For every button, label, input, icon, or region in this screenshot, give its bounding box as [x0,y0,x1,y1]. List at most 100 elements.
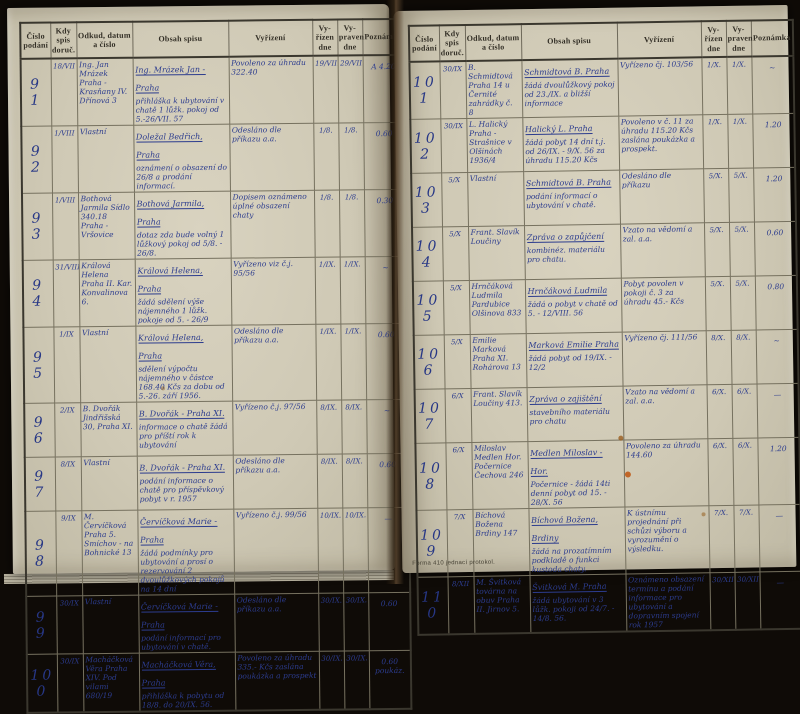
received-date: 5/X [441,172,469,227]
content-title: Králová Helena, Praha [137,265,203,295]
content-cell: Bothová Jarmila, Praha dotaz zda bude vol… [133,191,231,260]
dispatched-date: 6/X. [731,383,758,439]
dispatched-date: 8/IX. [341,399,367,455]
content-body: informace o chatě žádá pro příští rok k … [138,421,228,450]
received-date: 7/X [446,509,474,577]
resolved-date: 5/X. [703,168,729,223]
content-title: Schmidtová B. Praha [524,66,610,79]
resolved-date: 7/X. [708,505,735,573]
right-page: Číslo podání Kdy spis doruč. Odkud, datu… [393,4,800,636]
entry-number: 10 1 [409,61,441,120]
content-body: stavebního materiálu pro chatu [529,406,610,427]
resolved-date: 6/X. [707,438,734,506]
dispatched-date: 7/X. [733,504,760,573]
resolved-date: 8/IX. [316,454,343,509]
right-header-row: Číslo podání Kdy spis doruč. Odkud, datu… [408,19,794,62]
col-header-dispatched: Vy- praven dne [725,20,753,57]
content-body: žádá o pobyt v chatě od 5. - 12/VIII. 56 [527,298,618,319]
col-header-resolved: Vy- řízen dne [312,19,338,56]
content-body: kombinéz. materiálu pro chatu. [526,244,606,265]
content-cell: Králová Helena, Praha žádá sdělení výše n… [134,258,232,327]
ledger-row: 9 7 8/IX Vlastní B. Dvořák - Praha XI. po… [24,453,410,512]
content-body: podání informací pro ubytování v chatě. [141,632,221,652]
col-header-note: Poznámka [750,19,794,57]
entry-number: 10 3 [411,172,443,228]
content-cell: Zpráva o zapůjčení kombinéz. materiálu pr… [523,224,621,280]
dispatched-date: 1/IX. [339,256,366,325]
resolution: Povoleno v č. 11 za úhradu 115.20 Kčs za… [618,114,704,171]
resolved-date: 5/X. [704,276,731,331]
sender: Bíchová Božena Brdiny 147 [472,508,530,577]
dispatched-date: 6/X. [732,437,759,506]
entry-number: 10 5 [412,280,444,336]
note: — [758,504,800,572]
content-body: přihláška k ubytování v chatě 1 lůžk. po… [135,95,225,124]
resolution: K ústnímu projednání při schůzi výboru a… [624,505,710,575]
content-body: žádá pobyt 14 dní t.j. od 26/IX. - 9/X. … [525,136,606,166]
dispatched-date: 8/IX. [341,453,368,509]
content-title: Zpráva o zajištění [529,393,602,406]
content-body: přihláška k pobytu od 18/8. do 20/IX. 56… [141,690,225,710]
resolution: Odesláno dle příkazu a.a. [229,123,314,192]
dispatched-date: 1/8. [338,189,365,258]
resolved-date: 1/X. [701,56,728,115]
left-header-row: Číslo podání Kdy spis doruč. Odkud, datu… [20,18,405,59]
received-date: 9/IX [55,510,83,597]
col-header-received: Kdy spis doruč. [50,22,77,59]
content-cell: Medlen Miloslav - Hor. Počernice - žádá 1… [527,440,625,509]
content-title: Macháčková Věra, Praha [141,659,216,689]
resolution: Povoleno za úhradu 144.60 [623,438,709,508]
resolved-date: 1/IX. [315,324,342,401]
resolved-date: 8/IX. [316,400,342,455]
resolution: Vzato na vědomí a zal. a.a. [619,222,705,279]
resolution: Povoleno za úhradu 322.40 [228,55,314,125]
resolved-date: 1/8. [313,190,340,258]
note: 0.60 [753,221,797,276]
content-cell: Zpráva o zajištění stavebního materiálu p… [526,386,624,442]
content-body: sdělení výpočtu nájemného v částce 168.4… [138,364,225,401]
content-cell: Macháčková Věra, Praha přihláška k pobytu… [138,652,236,712]
col-header-from: Odkud, datum a číslo [76,21,133,59]
dispatched-date: 5/X. [728,221,755,277]
content-cell: Ing. Mrázek Jan - Praha přihláška k ubyto… [132,56,230,126]
received-date: 18/VII [50,58,78,127]
note: 1.20 [757,437,800,505]
content-title: Ing. Mrázek Jan - Praha [135,64,206,94]
sender: Frant. Slavík Loučiny [468,225,525,281]
resolution: Odesláno dle příkazu a.a. [234,593,319,653]
col-header-resolution: Vyřízení [228,19,313,57]
content-body: oznámení o obsazení do 26/8 a prodání in… [136,162,228,191]
received-date: 5/X [443,334,471,389]
content-title: Halický L. Praha [524,124,593,136]
received-date: 30/IX [56,595,83,655]
note: — [756,383,800,438]
received-date: 5/X [442,226,469,281]
entry-number: 10 9 [416,509,448,578]
entry-number: 9 4 [22,260,54,328]
dispatched-date: 1/X. [726,56,753,115]
note: ~ [751,55,795,115]
entry-number: 10 6 [413,334,445,390]
content-title: B. Dvořák - Praha XI. [139,462,226,474]
note: 0.60 [368,592,411,651]
left-page: Číslo podání Kdy spis doruč. Odkud, datu… [7,4,413,714]
col-header-dispatched: Vy- praven dne [337,19,364,56]
ledger-row: 9 5 1/IX Vlastní Králová Helena, Praha sd… [23,323,409,404]
content-title: Zpráva o zapůjčení [526,231,604,244]
received-date: 6/X [444,388,472,443]
dispatched-date: 30/IX. [343,592,369,652]
resolved-date: 1/IX. [314,257,341,325]
ledger-row: 11 0 8/XII M. Švitková továrna na obuv P… [417,571,800,635]
content-cell: Marková Emilie Praha žádá pobyt od 19/IX.… [525,332,623,388]
sender: M. Červíčková Praha 5. Smíchov - na Bohn… [81,510,139,596]
col-header-from: Odkud, datum a číslo [464,24,522,62]
ledger-row: 9 1 18/VII Ing. Jan Mrázek Praha - Krasň… [20,54,406,127]
dispatched-date: 1/8. [338,122,364,191]
sender: Bothová Jarmila Sídlo 340.18 Praha - Vrš… [77,192,135,260]
received-date: 8/IX [54,456,82,512]
ledger-row: 10 0 30/IX Macháčková Věra Praha XIV. Po… [26,650,412,713]
content-body: žádá dvoulůžkový pokoj od 23./IX. a bliž… [524,79,615,109]
content-cell: B. Dvořák - Praha XI. podání informace o … [136,455,234,511]
sender: Vlastní [80,456,138,511]
sender: Vlastní [79,326,137,403]
